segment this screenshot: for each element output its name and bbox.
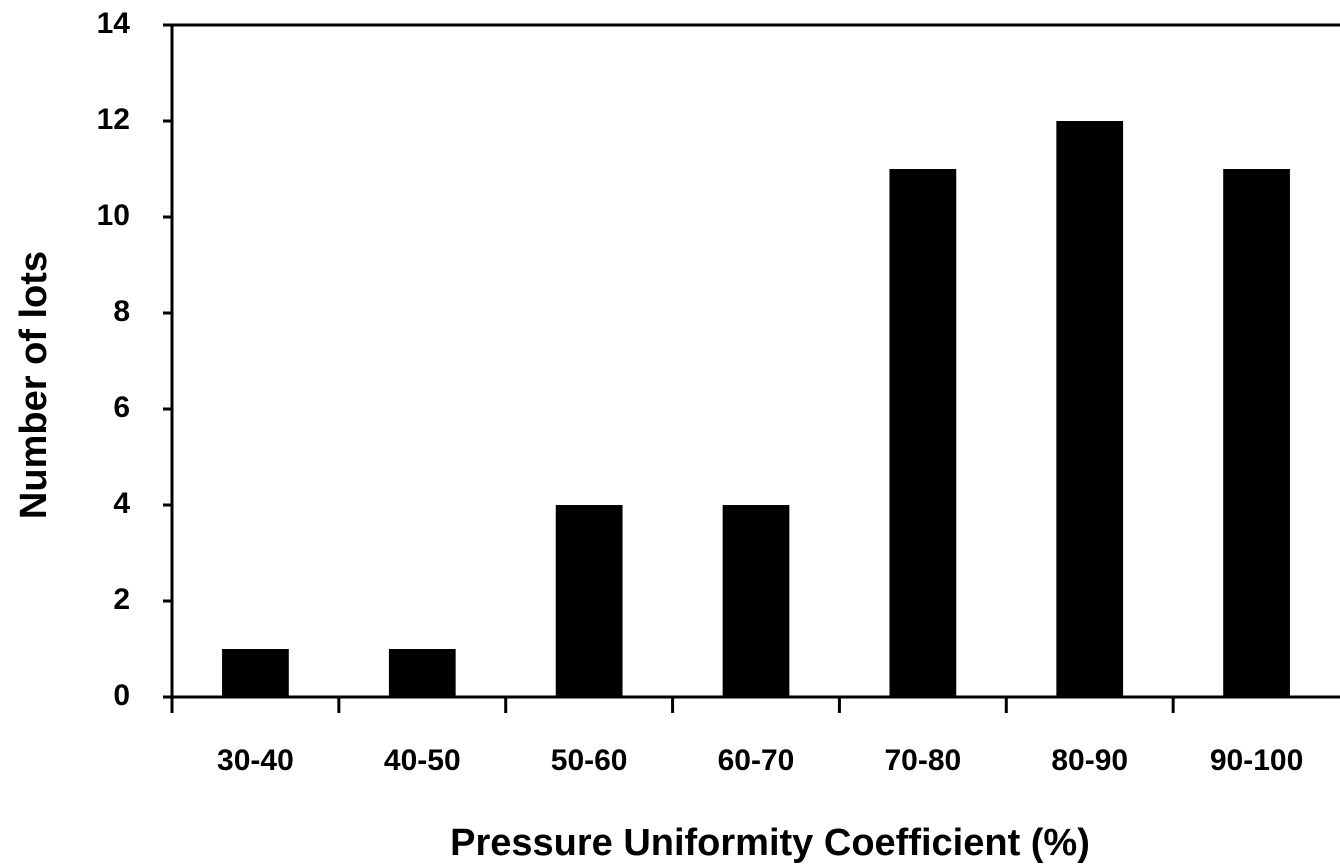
y-tick-label: 4 [113, 487, 130, 520]
x-tick-label: 50-60 [551, 744, 628, 777]
bar [722, 505, 790, 697]
y-axis-title: Number of lots [13, 251, 55, 519]
y-tick-label: 0 [113, 679, 130, 712]
bar [555, 505, 623, 697]
x-tick-label: 40-50 [384, 744, 461, 777]
x-axis-title: Pressure Uniformity Coefficient (%) [450, 822, 1090, 864]
y-tick-label: 10 [97, 199, 130, 232]
x-tick-label: 30-40 [217, 744, 294, 777]
y-tick-label: 2 [113, 583, 130, 616]
bar [388, 649, 456, 697]
x-tick-label: 60-70 [718, 744, 795, 777]
x-tick-label: 70-80 [884, 744, 961, 777]
bar [1056, 121, 1124, 697]
x-tick-label: 80-90 [1051, 744, 1128, 777]
y-tick-label: 8 [113, 295, 130, 328]
y-tick-label: 14 [97, 7, 131, 40]
bar [1223, 169, 1290, 697]
bar [222, 649, 289, 697]
y-tick-label: 6 [113, 391, 130, 424]
y-tick-label: 12 [97, 103, 130, 136]
bar [889, 169, 957, 697]
x-tick-label: 90-100 [1210, 744, 1303, 777]
